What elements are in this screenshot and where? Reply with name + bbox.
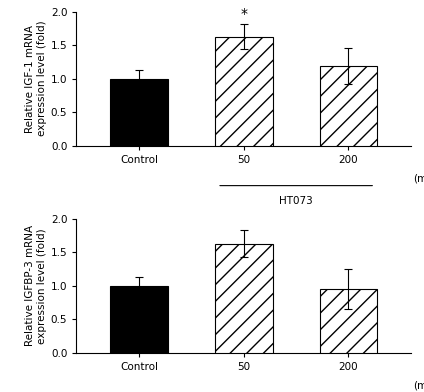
Y-axis label: Relative IGF-1 mRNA
expression level (fold): Relative IGF-1 mRNA expression level (fo… [25,21,47,136]
Text: (mg/kg): (mg/kg) [413,381,424,391]
Bar [110,79,168,145]
Text: *: * [240,7,247,21]
Bar [215,244,273,353]
Y-axis label: Relative IGFBP-3 mRNA
expression level (fold): Relative IGFBP-3 mRNA expression level (… [25,225,47,347]
Bar [320,289,377,353]
Text: HT073: HT073 [279,196,313,206]
Bar [215,36,273,145]
Bar [110,286,168,353]
Bar [320,66,377,145]
Text: (mg/kg): (mg/kg) [413,174,424,183]
